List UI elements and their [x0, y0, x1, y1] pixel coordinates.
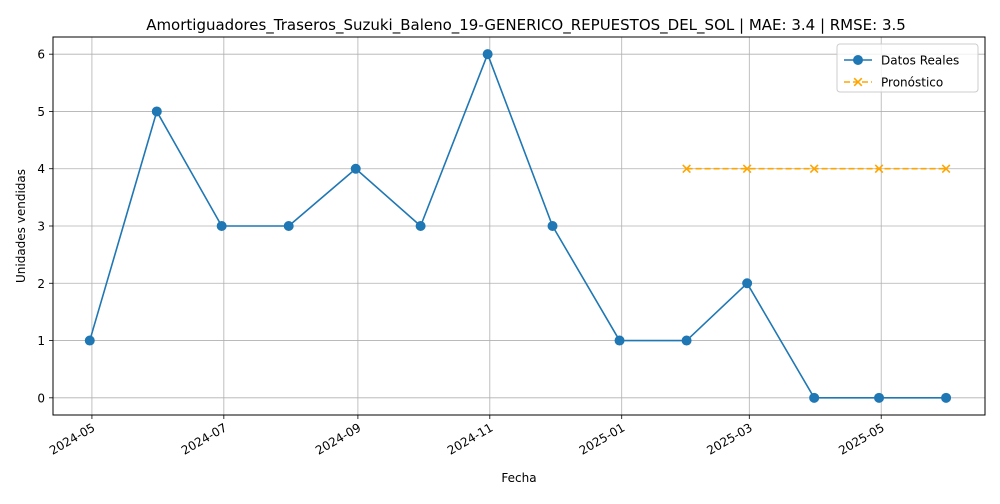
data-point: [853, 77, 863, 87]
data-point: [415, 221, 426, 231]
legend-label: Datos Reales: [881, 54, 959, 68]
marker-stroke: [874, 164, 884, 174]
data-point: [941, 164, 951, 174]
data-point: [482, 49, 493, 60]
series-line: [88, 53, 947, 399]
data-point: [151, 106, 162, 117]
legend-box: [836, 43, 979, 93]
series-layer: [84, 49, 952, 403]
ticks-layer: 0 1 2 3 4 5 6 2024-05 2024-07 2024-09 2024-11 2025-…: [37, 48, 886, 458]
marker-stroke: [853, 77, 863, 87]
legend: Datos Reales Pronóstico: [836, 43, 979, 93]
grid: [53, 37, 985, 415]
legend-item: Pronóstico: [844, 76, 943, 90]
x-tick-label: 2024-09: [313, 420, 363, 457]
marker-stroke: [682, 164, 691, 174]
data-point: [742, 278, 753, 289]
x-tick-label: 2024-05: [47, 420, 97, 457]
x-axis-label: Fecha: [501, 471, 536, 485]
y-axis-label: Unidades vendidas: [14, 169, 28, 283]
legend-item: Datos Reales: [844, 54, 959, 68]
data-point: [874, 392, 885, 403]
data-point: [809, 164, 819, 174]
y-tick-label: 1: [37, 334, 45, 348]
x-tick-label: 2025-03: [704, 420, 754, 457]
data-point: [350, 163, 361, 174]
y-tick-label: 5: [37, 105, 45, 119]
y-tick-label: 0: [37, 391, 45, 405]
y-tick-label: 2: [37, 277, 45, 291]
series-1: [682, 164, 951, 174]
data-point: [614, 335, 625, 346]
series-0: [84, 49, 952, 403]
data-point: [547, 221, 558, 231]
data-point: [216, 221, 227, 231]
data-point: [681, 335, 692, 346]
data-point: [742, 164, 752, 174]
marker-stroke: [941, 164, 951, 174]
x-tick-label: 2024-11: [445, 420, 495, 457]
data-point: [874, 164, 884, 174]
legend-label: Pronóstico: [881, 76, 943, 90]
y-tick-label: 3: [37, 220, 45, 234]
y-tick-label: 4: [37, 162, 45, 176]
chart-title: Amortiguadores_Traseros_Suzuki_Baleno_19…: [146, 16, 906, 35]
data-point: [84, 335, 95, 346]
data-point: [682, 164, 691, 174]
marker-stroke: [742, 164, 752, 174]
x-tick-label: 2025-01: [577, 420, 627, 457]
marker-stroke: [809, 164, 819, 174]
data-point: [283, 221, 294, 231]
x-tick-label: 2024-07: [179, 420, 229, 457]
data-point: [941, 392, 952, 403]
y-tick-label: 6: [37, 48, 45, 62]
data-point: [809, 392, 820, 403]
x-tick-label: 2025-05: [836, 420, 886, 457]
data-point: [853, 55, 863, 65]
